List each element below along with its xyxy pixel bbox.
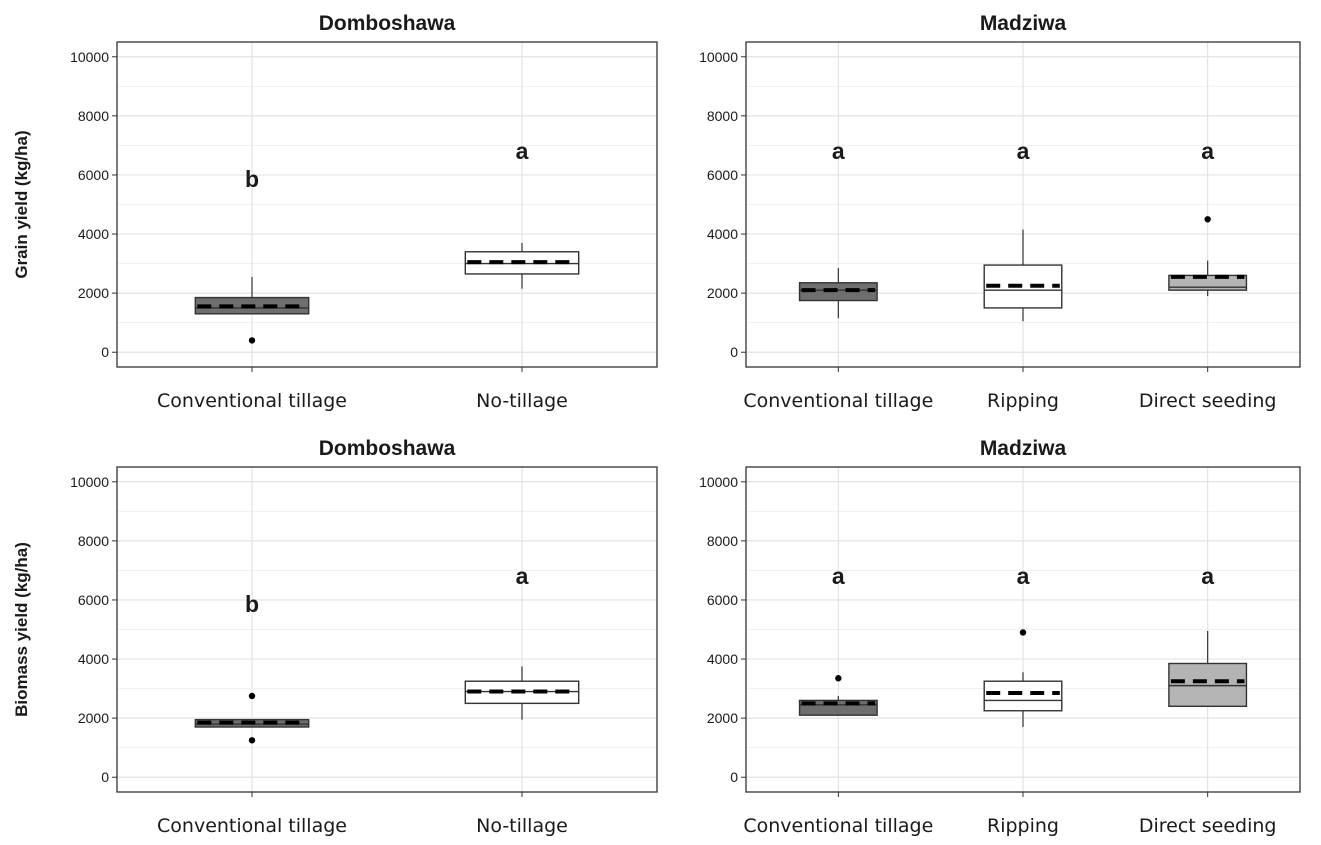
interquartile-box — [798, 282, 878, 302]
y-tick-label: 8000 — [78, 108, 109, 124]
y-axis-label: Biomass yield (kg/ha) — [12, 542, 31, 717]
outlier-point — [835, 675, 842, 682]
interquartile-box — [983, 680, 1063, 712]
y-tick-label: 10000 — [70, 49, 109, 65]
chart-panel-2: 0 2000 4000 6000 8000 10000 Conventional tilla… — [699, 12, 1301, 412]
y-axis-label: Grain yield (kg/ha) — [12, 130, 31, 278]
y-tick-label: 6000 — [707, 167, 738, 183]
y-tick-label: 8000 — [78, 533, 109, 549]
outlier-point — [248, 692, 256, 700]
significance-letter: a — [1017, 138, 1030, 164]
x-tick-label: No-tillage — [476, 390, 568, 412]
y-tick-label: 2000 — [707, 285, 738, 301]
panel-title: Domboshawa — [319, 437, 456, 460]
x-tick-label: Conventional tillage — [743, 390, 933, 412]
panel-title: Madziwa — [980, 437, 1067, 460]
x-tick-label: Ripping — [987, 390, 1059, 412]
box-conventional-tillage — [798, 675, 878, 716]
x-tick-label: Conventional tillage — [157, 815, 347, 837]
significance-letter: a — [1201, 138, 1214, 164]
plot-border — [116, 41, 658, 368]
interquartile-box — [1168, 274, 1248, 291]
y-tick-label: 8000 — [707, 533, 738, 549]
y-tick-label: 0 — [730, 769, 738, 785]
x-tick-label: Direct seeding — [1139, 815, 1277, 837]
y-tick-label: 8000 — [707, 108, 738, 124]
box-conventional-tillage — [194, 692, 310, 744]
y-tick-label: 2000 — [78, 285, 109, 301]
x-tick-label: Conventional tillage — [743, 815, 933, 837]
y-tick-label: 0 — [101, 344, 109, 360]
box-direct-seeding — [1168, 216, 1248, 297]
box-conventional-tillage — [194, 276, 310, 344]
panel-title: Madziwa — [980, 12, 1067, 35]
x-tick-label: Direct seeding — [1139, 390, 1277, 412]
x-tick-label: Ripping — [987, 815, 1059, 837]
chart-panel-1: 0 2000 4000 6000 8000 10000 Conventional tilla… — [12, 12, 658, 412]
significance-letter: a — [516, 138, 529, 164]
y-tick-label: 2000 — [78, 710, 109, 726]
y-tick-label: 10000 — [70, 474, 109, 490]
y-tick-label: 4000 — [78, 651, 109, 667]
outlier-point — [1019, 629, 1027, 636]
chart-panel-3: 0 2000 4000 6000 8000 10000 Conventional tilla… — [12, 437, 658, 837]
significance-letter: b — [245, 591, 259, 617]
significance-letter: a — [1017, 563, 1030, 589]
box-ripping — [983, 629, 1063, 727]
y-tick-label: 6000 — [707, 592, 738, 608]
significance-letter: b — [245, 166, 259, 192]
panel-title: Domboshawa — [319, 12, 456, 35]
y-tick-label: 0 — [730, 344, 738, 360]
y-tick-label: 10000 — [699, 474, 738, 490]
significance-letter: a — [516, 563, 529, 589]
outlier-point — [1204, 216, 1211, 223]
significance-letter: a — [832, 138, 845, 164]
box-direct-seeding — [1168, 630, 1248, 708]
box-ripping — [983, 229, 1063, 322]
y-tick-label: 2000 — [707, 710, 738, 726]
x-tick-label: No-tillage — [476, 815, 568, 837]
y-tick-label: 6000 — [78, 592, 109, 608]
y-tick-label: 4000 — [78, 226, 109, 242]
y-tick-label: 4000 — [707, 226, 738, 242]
x-tick-label: Conventional tillage — [157, 390, 347, 412]
plot-border — [745, 41, 1301, 368]
significance-letter: a — [1201, 563, 1214, 589]
box-conventional-tillage — [798, 268, 878, 319]
plot-border — [116, 466, 658, 793]
box-no-tillage — [464, 666, 580, 720]
y-tick-label: 0 — [101, 769, 109, 785]
box-no-tillage — [464, 242, 580, 289]
y-tick-label: 10000 — [699, 49, 738, 65]
outlier-point — [248, 337, 256, 344]
y-tick-label: 6000 — [78, 167, 109, 183]
chart-panel-4: 0 2000 4000 6000 8000 10000 Conventional tilla… — [699, 437, 1301, 837]
plot-border — [745, 466, 1301, 793]
y-tick-label: 4000 — [707, 651, 738, 667]
interquartile-box — [1168, 662, 1248, 708]
outlier-point — [248, 737, 256, 744]
significance-letter: a — [832, 563, 845, 589]
